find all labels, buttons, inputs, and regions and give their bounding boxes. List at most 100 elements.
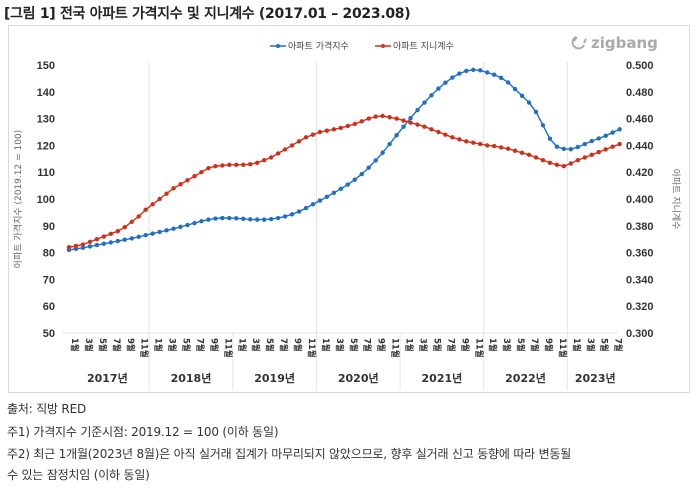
data-point-price-index <box>498 75 504 81</box>
data-point-price-index <box>464 68 469 74</box>
data-point-price-index <box>415 107 420 113</box>
x-tick-label: 1월 <box>404 338 415 352</box>
x-tick-label: 3월 <box>501 338 512 352</box>
data-point-gini <box>617 141 622 147</box>
legend-marker-icon <box>381 44 385 48</box>
data-point-price-index <box>575 144 581 150</box>
data-point-gini <box>80 242 86 247</box>
data-point-price-index <box>220 215 225 221</box>
data-point-price-index <box>150 231 155 236</box>
x-tick-label: 7월 <box>278 338 289 352</box>
data-point-gini <box>478 141 483 147</box>
data-point-price-index <box>617 127 622 132</box>
data-point-gini <box>603 147 608 152</box>
data-point-price-index <box>359 171 364 177</box>
data-point-price-index <box>129 236 134 241</box>
figure-title: [그림 1] 전국 아파트 가격지수 및 지니계수 (2017.01 – 202… <box>4 6 411 22</box>
data-point-gini <box>422 124 427 129</box>
data-point-price-index <box>380 150 385 155</box>
data-point-gini <box>401 118 406 123</box>
data-point-gini <box>178 182 183 187</box>
data-point-price-index <box>227 215 232 221</box>
data-point-price-index <box>568 146 574 152</box>
x-year-label: 2022년 <box>505 371 546 385</box>
x-tick-label: 5월 <box>599 338 610 352</box>
data-point-price-index <box>457 71 462 76</box>
data-point-price-index <box>192 220 197 226</box>
data-point-price-index <box>143 232 148 238</box>
y-right-tick-label: 0.420 <box>626 167 654 179</box>
data-point-price-index <box>254 217 260 222</box>
x-tick-label: 5월 <box>515 338 526 352</box>
data-point-price-index <box>610 130 615 135</box>
data-point-gini <box>464 139 469 144</box>
data-point-price-index <box>603 133 608 138</box>
data-point-gini <box>310 132 316 137</box>
data-point-price-index <box>547 136 553 141</box>
data-point-gini <box>373 114 378 119</box>
data-point-price-index <box>387 141 392 147</box>
data-point-gini <box>94 237 100 242</box>
data-point-price-index <box>324 194 330 200</box>
data-point-gini <box>352 121 357 127</box>
data-point-gini <box>220 163 225 168</box>
data-point-gini <box>185 178 190 183</box>
data-point-price-index <box>289 212 295 217</box>
data-point-gini <box>561 163 567 169</box>
y-right-tick-label: 0.340 <box>626 274 654 286</box>
data-point-gini <box>366 116 371 121</box>
y-left-tick-label: 90 <box>43 221 55 233</box>
data-point-price-index <box>526 100 532 105</box>
x-year-label: 2018년 <box>171 371 212 385</box>
footnote-1: 주1) 가격지수 기준시점: 2019.12 = 100 (이하 동일) <box>7 425 279 439</box>
data-point-gini <box>192 174 197 179</box>
x-tick-label: 3월 <box>418 338 429 352</box>
y-right-tick-label: 0.400 <box>626 194 654 206</box>
data-point-price-index <box>512 86 518 92</box>
data-point-price-index <box>366 165 371 170</box>
data-point-price-index <box>296 209 302 214</box>
data-point-price-index <box>352 177 357 182</box>
data-point-gini <box>610 144 615 149</box>
data-point-gini <box>443 132 448 137</box>
data-point-price-index <box>282 214 288 219</box>
data-point-price-index <box>485 70 490 75</box>
data-point-price-index <box>108 240 114 245</box>
data-point-gini <box>268 155 274 160</box>
data-point-gini <box>491 143 497 149</box>
x-tick-label: 5월 <box>97 338 108 352</box>
x-tick-label: 7월 <box>111 338 122 352</box>
data-point-gini <box>394 116 399 121</box>
data-point-gini <box>505 146 511 151</box>
x-tick-label: 11월 <box>390 338 401 358</box>
data-point-gini <box>227 162 232 168</box>
data-point-gini <box>345 123 350 129</box>
data-point-gini <box>164 191 169 196</box>
data-point-gini <box>331 127 337 132</box>
data-point-gini <box>317 129 323 135</box>
y-left-tick-label: 110 <box>37 167 55 179</box>
x-tick-label: 3월 <box>83 338 94 352</box>
data-point-gini <box>66 245 72 250</box>
data-point-gini <box>540 157 546 163</box>
data-point-price-index <box>345 182 350 187</box>
zigbang-logo-icon <box>571 36 587 50</box>
legend-label: 아파트 가격지수 <box>288 40 349 52</box>
x-tick-label: 5월 <box>348 338 359 352</box>
y-left-axis-title: 아파트 가격지수 (2019.12 = 100) <box>12 130 24 268</box>
data-point-gini <box>122 224 127 230</box>
series-line-price-index <box>68 69 620 251</box>
data-point-gini <box>108 231 114 237</box>
x-tick-label: 9월 <box>459 338 470 352</box>
data-point-price-index <box>94 242 100 248</box>
data-point-gini <box>115 228 120 234</box>
x-year-label: 2021년 <box>422 371 463 385</box>
x-tick-label: 3월 <box>250 338 261 352</box>
data-point-gini <box>512 148 518 153</box>
data-point-gini <box>73 243 79 249</box>
data-point-price-index <box>491 72 497 77</box>
data-point-price-index <box>596 136 601 141</box>
data-point-price-index <box>373 158 378 163</box>
y-left-tick-label: 60 <box>43 301 55 313</box>
x-tick-label: 11월 <box>306 338 317 358</box>
